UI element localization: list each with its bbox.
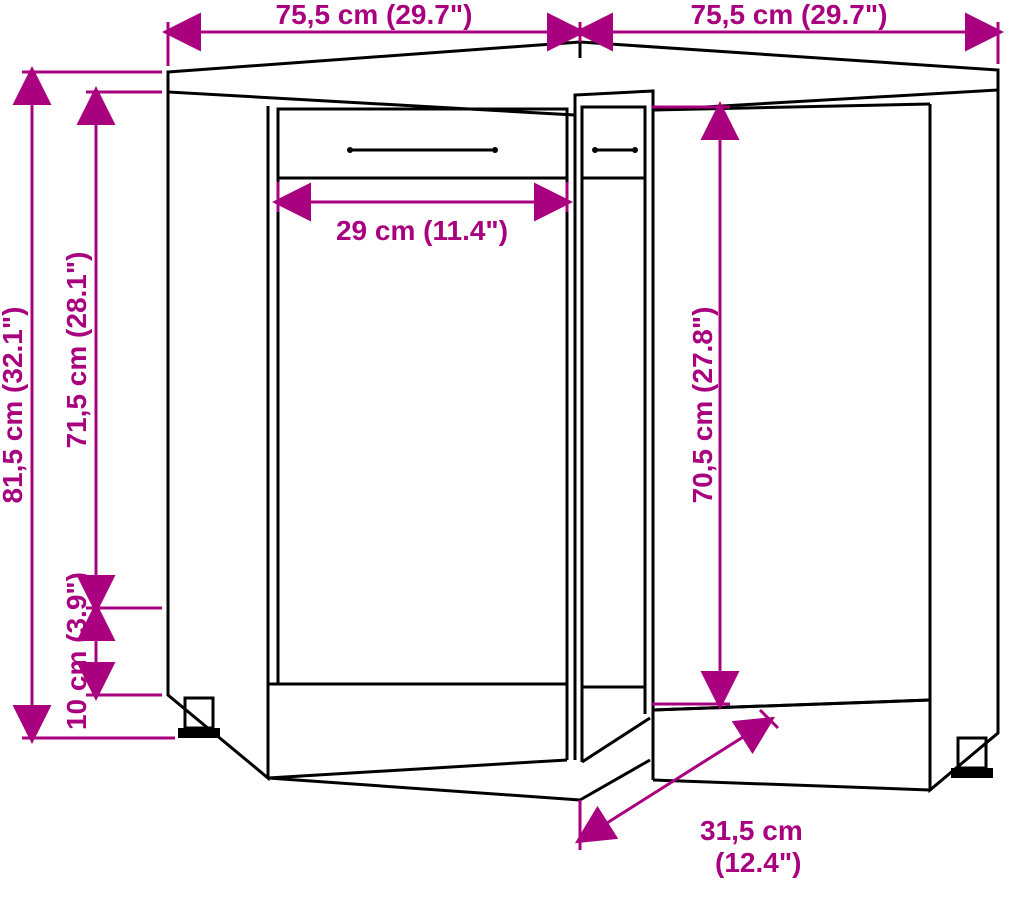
foot-right	[951, 738, 993, 778]
left-door	[278, 109, 567, 684]
dim-left-inner: 71,5 cm (28.1")	[61, 92, 162, 608]
right-door	[582, 107, 645, 687]
dim-bottom-depth-label-line1: 31,5 cm	[700, 815, 803, 846]
dim-right-height-label: 70,5 cm (27.8")	[687, 307, 718, 504]
dim-left-bottom-label: 10 cm (3.9")	[61, 572, 92, 730]
foot-left	[178, 698, 220, 738]
dim-top-right: 75,5 cm (29.7")	[580, 0, 998, 64]
dim-left-outer-label: 81,5 cm (32.1")	[0, 307, 28, 504]
dim-left-bottom: 10 cm (3.9")	[61, 572, 162, 730]
dim-center-width: 29 cm (11.4")	[278, 182, 567, 246]
dim-center-width-label: 29 cm (11.4")	[336, 215, 508, 246]
dim-right-height: 70,5 cm (27.8")	[652, 107, 730, 704]
dim-bottom-depth-label-line2: (12.4")	[715, 847, 801, 878]
dim-left-inner-label: 71,5 cm (28.1")	[61, 252, 92, 449]
dim-bottom-depth: 31,5 cm (12.4")	[580, 710, 803, 878]
cabinet-drawing	[168, 42, 998, 800]
dim-top-left-label: 75,5 cm (29.7")	[276, 0, 473, 30]
dim-top-right-label: 75,5 cm (29.7")	[691, 0, 888, 30]
